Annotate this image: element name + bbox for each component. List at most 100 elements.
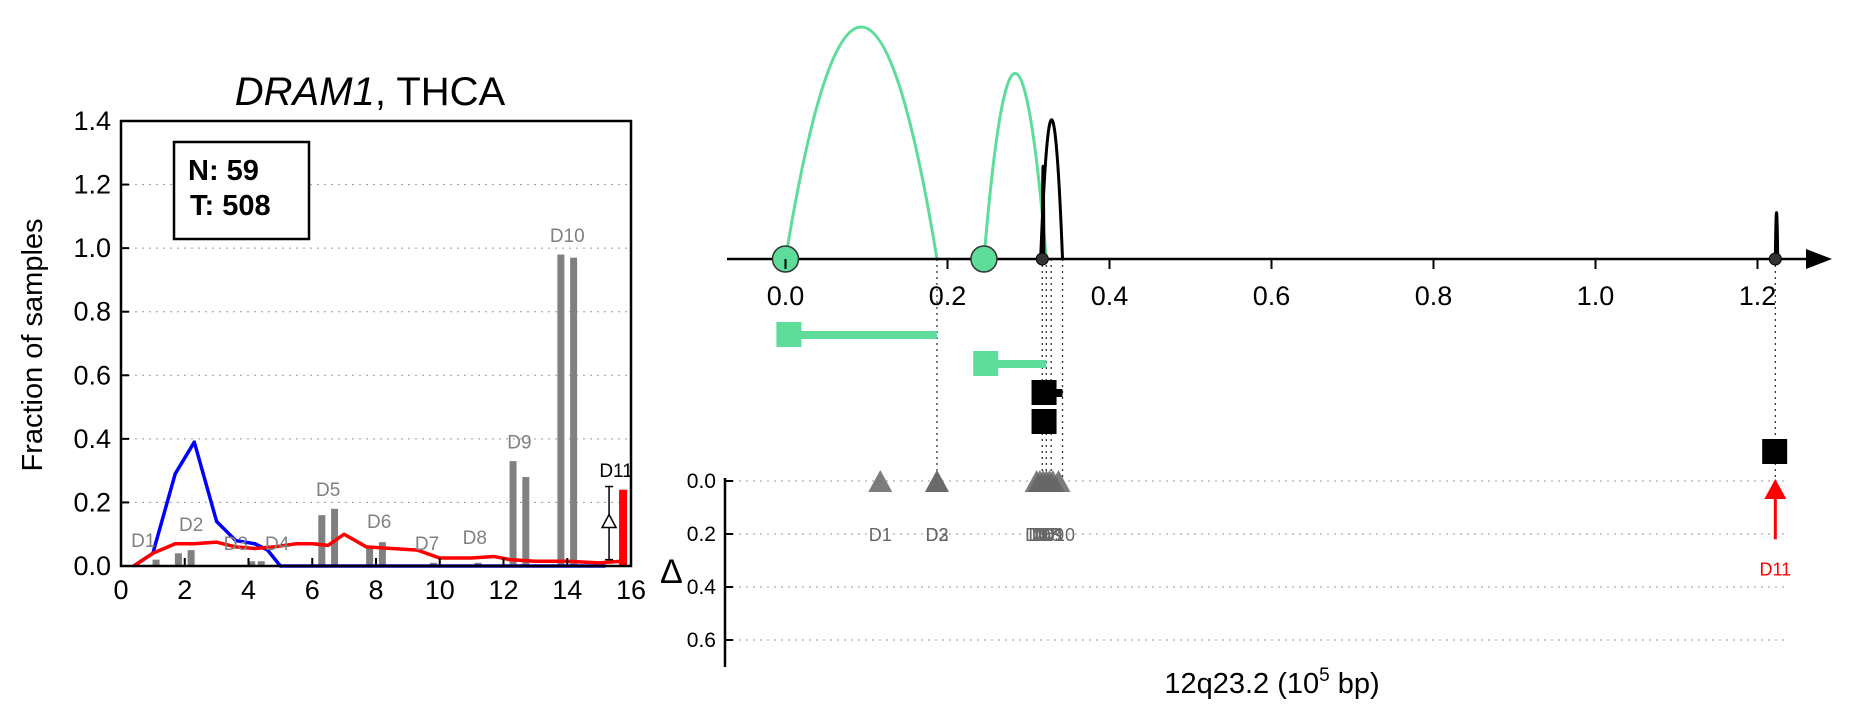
- delta-marker: [924, 470, 949, 492]
- delta-axis-label: Δ: [660, 553, 683, 591]
- delta-marker-label: D3: [925, 525, 948, 545]
- bar-label: D10: [550, 226, 585, 247]
- chart-title: DRAM1, THCA: [235, 70, 506, 114]
- bar-label: D8: [463, 528, 487, 549]
- bar: [522, 477, 530, 566]
- bar: [248, 561, 256, 566]
- genome-tick-label: 0.8: [1415, 281, 1453, 311]
- delta-tick-label: 0.4: [687, 576, 717, 599]
- bar-label: D1: [131, 531, 155, 552]
- x-tick-label: 16: [616, 575, 646, 605]
- arc: [1040, 164, 1046, 260]
- genome-tick-label: 0.2: [929, 281, 967, 311]
- bar-label: D4: [265, 534, 290, 555]
- x-tick-label: 10: [425, 575, 455, 605]
- delta-marker-label: D2: [925, 525, 948, 545]
- bar-labels: D1 D2 D3 D4 D5 D6 D7 D8 D9 D10: [131, 226, 585, 555]
- bar: [378, 542, 386, 566]
- highlight-bar: [619, 489, 628, 566]
- highlight-arrow-icon: [1764, 479, 1787, 499]
- delta-marker-label: D4: [1025, 525, 1048, 545]
- y-tick-label: 1.0: [73, 233, 111, 263]
- x-tick-label: 4: [241, 575, 256, 605]
- legend-frame: [172, 140, 311, 241]
- delta-tick-label: 0.6: [687, 629, 716, 652]
- x-axis-label-sup: 5: [1319, 665, 1330, 686]
- genome-tick-label: 0.0: [767, 281, 805, 311]
- bar: [318, 515, 326, 566]
- arc: [982, 72, 1048, 260]
- delta-marker: [868, 470, 893, 492]
- bar-label: D9: [507, 432, 531, 453]
- x-tick-label: 6: [305, 575, 320, 605]
- delta-tick-label: 0.2: [687, 523, 716, 546]
- highlight-marker: D11: [1759, 479, 1791, 579]
- x-tick-label: 0: [113, 575, 128, 605]
- delta-marker-label: D10: [1042, 525, 1075, 545]
- title-gene: DRAM1: [235, 70, 375, 114]
- bar: [152, 559, 160, 566]
- highlight-d11: D11: [599, 461, 633, 566]
- title-rest: , THCA: [375, 70, 506, 114]
- y-tick-label: 0.4: [73, 424, 111, 454]
- delta-triangle-icon: [600, 512, 618, 529]
- bar-label: D2: [179, 515, 203, 536]
- bar: [366, 548, 374, 566]
- delta-grid: [725, 480, 1785, 641]
- delta-marker-label: D8: [1038, 525, 1061, 545]
- delta-marker-label: D6: [1032, 525, 1055, 545]
- arc-diagram-panel: 0.0 0.2 0.4 0.6 0.8 1.0 1.2 0.00.20.40.6 Δ D1 D…: [660, 25, 1832, 700]
- dotted-guides: [936, 259, 1776, 481]
- bar-label: D7: [415, 534, 439, 555]
- bar: [557, 254, 565, 566]
- y-tick-label: 0.8: [73, 297, 111, 327]
- bar: [174, 553, 182, 566]
- legend-n: N: 59: [188, 155, 259, 187]
- bar: [187, 550, 195, 566]
- arcs: [784, 25, 1780, 260]
- x-tick-label: 2: [177, 575, 192, 605]
- bar: [570, 257, 578, 566]
- genome-tick-label: 0.4: [1091, 281, 1129, 311]
- y-tick-label: 1.2: [73, 170, 111, 200]
- y-axis-label: Fraction of samples: [17, 218, 49, 471]
- bar-label: D6: [367, 512, 391, 533]
- x-axis-label: 12q23.2 (105 bp): [1164, 665, 1379, 700]
- tumor-series-line: [132, 532, 622, 568]
- x-tick-label: 12: [488, 575, 518, 605]
- node-marker: [970, 245, 998, 273]
- arc: [1773, 211, 1780, 260]
- highlight-marker-label: D11: [1759, 559, 1791, 579]
- y-tick-label: 0.2: [73, 487, 111, 517]
- x-axis-label-main: 12q23.2 (10: [1164, 668, 1319, 700]
- y-tick-label: 1.4: [73, 106, 111, 136]
- node-marker: [1035, 252, 1049, 266]
- bar-label: D3: [224, 534, 248, 555]
- delta-ticks: 0.0 0.2 0.4 0.6: [687, 470, 733, 652]
- y-tick-label: 0.6: [73, 360, 111, 390]
- x-tick-label: 14: [552, 575, 582, 605]
- bar: [509, 461, 517, 566]
- bar: [331, 508, 339, 566]
- genome-ticks: 0.0 0.2 0.4 0.6 0.8 1.0 1.2: [767, 259, 1777, 311]
- delta-marker-label: D5: [1028, 525, 1051, 545]
- bar: [257, 561, 265, 566]
- x-tick-label: 8: [368, 575, 383, 605]
- genome-tick-label: 1.2: [1739, 281, 1777, 311]
- segments: [776, 322, 1788, 464]
- delta-marker-label: D7: [1035, 525, 1058, 545]
- arc: [784, 25, 939, 260]
- delta-marker: [1046, 470, 1071, 492]
- axis-arrow-icon: [1806, 249, 1832, 269]
- delta-marker-label: D1: [869, 525, 892, 545]
- genome-tick-label: 1.0: [1577, 281, 1615, 311]
- legend-box: N: 59 T: 508: [172, 140, 311, 241]
- x-ticks: 0 2 4 6 8 10 12 14 16: [113, 558, 646, 605]
- x-axis-label-end: bp): [1330, 668, 1380, 700]
- highlight-label: D11: [599, 461, 632, 482]
- legend-t: T: 508: [190, 190, 271, 222]
- y-ticks: 0.0 0.2 0.4 0.6 0.8 1.0 1.2 1.4: [73, 106, 129, 581]
- delta-marker-label: D9: [1041, 525, 1064, 545]
